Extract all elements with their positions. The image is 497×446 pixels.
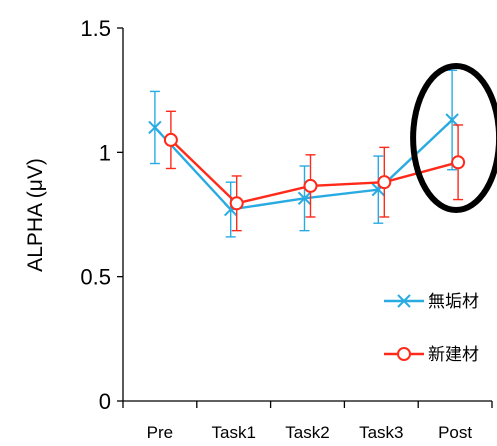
- data-point: [163, 132, 178, 147]
- data-point: [148, 120, 162, 135]
- x-tick-label: Pre: [147, 423, 173, 442]
- y-tick-label: 0: [99, 389, 111, 414]
- marker-stroke: [445, 113, 459, 127]
- data-point: [303, 178, 318, 193]
- data-point: [297, 191, 312, 206]
- x-tick-label: Post: [438, 423, 472, 442]
- series-2: [163, 110, 466, 232]
- legend-marker: [397, 347, 411, 361]
- axes: 0 0.5 1 1.5 Pre Task1 Task2 Task3 Post: [80, 16, 493, 442]
- legend-marker: [397, 294, 411, 308]
- legend-label: 新建材: [428, 345, 479, 365]
- series-layer: [148, 69, 466, 238]
- x-tick-label: Task2: [285, 423, 329, 442]
- legend-item-1: 無垢材: [384, 292, 479, 312]
- annotation-layer: [410, 63, 497, 213]
- x-tick-label: Task1: [211, 423, 255, 442]
- series-1: [148, 69, 459, 238]
- data-point: [445, 113, 459, 127]
- y-tick-label: 1.5: [80, 16, 111, 41]
- marker-stroke: [148, 120, 162, 135]
- marker-stroke: [297, 191, 312, 206]
- x-tick-label: Task3: [359, 423, 403, 442]
- legend-item-2: 新建材: [384, 345, 479, 365]
- highlight-ellipse: [410, 63, 497, 213]
- data-point: [451, 155, 466, 170]
- y-tick-label: 1: [99, 140, 111, 165]
- y-axis-title: ALPHA (μV): [24, 158, 47, 272]
- data-point: [377, 175, 392, 190]
- legend-label: 無垢材: [428, 292, 479, 312]
- y-tick-label: 0.5: [80, 265, 111, 290]
- data-point: [229, 196, 244, 211]
